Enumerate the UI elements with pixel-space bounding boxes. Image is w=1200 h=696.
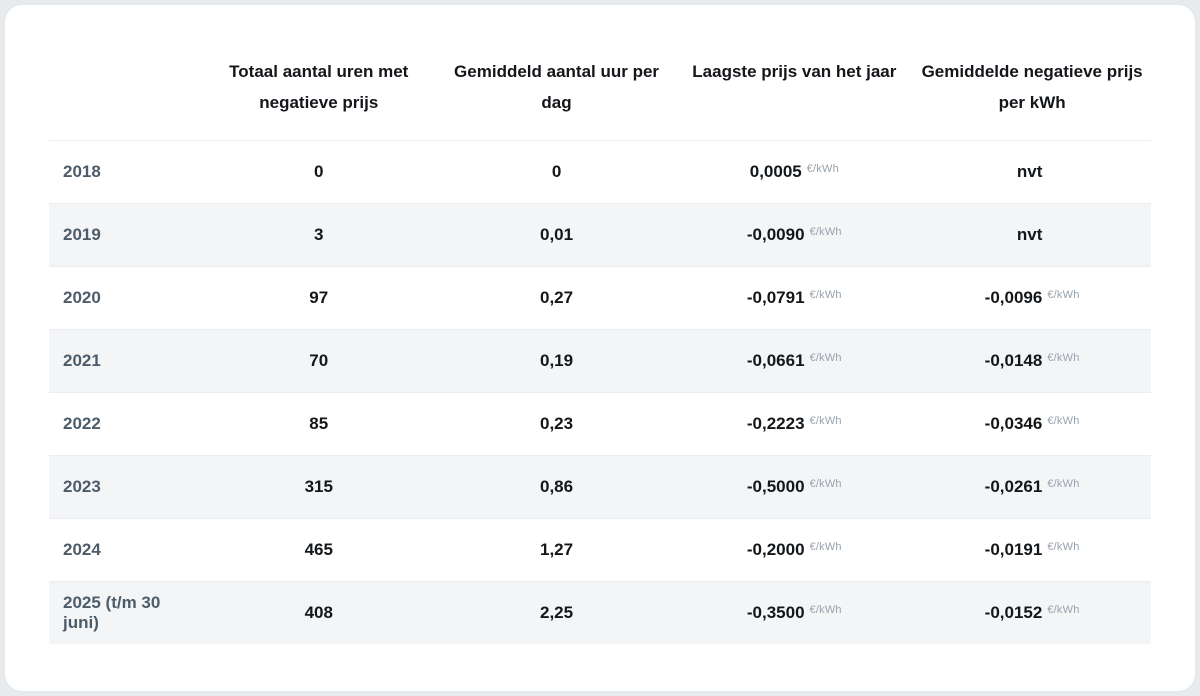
year-label: 2023 <box>63 477 101 496</box>
table-row: 2021 70 0,19 -0,0661 €/kWh -0,0148 €/kWh <box>49 329 1151 392</box>
price-unit-label: €/kWh <box>809 289 842 301</box>
lowest-price-cell: 0,0005 €/kWh <box>675 162 913 182</box>
avg-negative-price-cell: -0,0261 €/kWh <box>913 477 1151 497</box>
avg-negative-price-value: -0,0152 <box>984 603 1043 622</box>
column-header-total-hours: Totaal aantal uren met negatieve prijs <box>229 62 409 112</box>
year-label: 2024 <box>63 540 101 559</box>
avg-hours-day-value: 0,27 <box>540 288 574 307</box>
price-unit-label: €/kWh <box>809 415 842 427</box>
price-unit-label: €/kWh <box>1047 541 1080 553</box>
year-label: 2022 <box>63 414 101 433</box>
lowest-price-cell: -0,0090 €/kWh <box>675 225 913 245</box>
avg-negative-price-cell: nvt <box>913 162 1151 182</box>
negative-price-table: Totaal aantal uren met negatieve prijs G… <box>49 5 1151 644</box>
total-hours-value: 3 <box>314 225 324 244</box>
table-card: Totaal aantal uren met negatieve prijs G… <box>4 4 1196 692</box>
total-hours-value: 465 <box>304 540 333 559</box>
total-hours-value: 0 <box>314 162 324 181</box>
table-row: 2023 315 0,86 -0,5000 €/kWh -0,0261 €/kWh <box>49 455 1151 518</box>
table-row: 2025 (t/m 30 juni) 408 2,25 -0,3500 €/kWh… <box>49 581 1151 644</box>
total-hours-value: 70 <box>309 351 329 370</box>
avg-negative-price-cell: -0,0096 €/kWh <box>913 288 1151 308</box>
lowest-price-value: -0,2000 <box>746 540 805 559</box>
avg-hours-day-value: 0,01 <box>540 225 574 244</box>
column-header-avg-negative-price: Gemiddelde negatieve prijs per kWh <box>921 62 1143 112</box>
year-label: 2019 <box>63 225 101 244</box>
table-row: 2019 3 0,01 -0,0090 €/kWh nvt <box>49 203 1151 266</box>
avg-negative-price-value: -0,0191 <box>984 540 1043 559</box>
lowest-price-value: 0,0005 <box>749 162 802 181</box>
year-label: 2018 <box>63 162 101 181</box>
avg-negative-price-value: -0,0261 <box>984 477 1043 496</box>
price-unit-label: €/kWh <box>1047 352 1080 364</box>
year-label: 2020 <box>63 288 101 307</box>
avg-hours-day-value: 0 <box>551 162 562 181</box>
avg-hours-day-value: 0,86 <box>540 477 574 496</box>
price-unit-label: €/kWh <box>1047 415 1080 427</box>
table-row: 2018 0 0 0,0005 €/kWh nvt <box>49 140 1151 203</box>
avg-negative-price-value: -0,0096 <box>984 288 1043 307</box>
avg-hours-day-value: 2,25 <box>540 603 574 622</box>
year-label: 2021 <box>63 351 101 370</box>
table-row: 2024 465 1,27 -0,2000 €/kWh -0,0191 €/kWh <box>49 518 1151 581</box>
avg-negative-price-value: -0,0346 <box>984 414 1043 433</box>
column-header-lowest-price: Laagste prijs van het jaar <box>692 62 897 81</box>
lowest-price-value: -0,0791 <box>746 288 805 307</box>
total-hours-value: 85 <box>309 414 329 433</box>
price-unit-label: €/kWh <box>806 163 839 175</box>
price-unit-label: €/kWh <box>809 226 842 238</box>
avg-hours-day-value: 0,19 <box>540 351 574 370</box>
table-row: 2022 85 0,23 -0,2223 €/kWh -0,0346 €/kWh <box>49 392 1151 455</box>
avg-negative-price-cell: -0,0346 €/kWh <box>913 414 1151 434</box>
lowest-price-cell: -0,0791 €/kWh <box>675 288 913 308</box>
avg-negative-price-value: -0,0148 <box>984 351 1043 370</box>
price-unit-label: €/kWh <box>1047 289 1080 301</box>
avg-hours-day-value: 1,27 <box>540 540 574 559</box>
total-hours-value: 408 <box>304 603 333 622</box>
avg-negative-price-cell: -0,0148 €/kWh <box>913 351 1151 371</box>
lowest-price-cell: -0,3500 €/kWh <box>675 603 913 623</box>
lowest-price-value: -0,5000 <box>746 477 805 496</box>
avg-negative-price-value: nvt <box>1016 162 1043 181</box>
column-header-avg-hours-day: Gemiddeld aantal uur per dag <box>454 62 660 112</box>
price-unit-label: €/kWh <box>809 604 842 616</box>
table-header-row: Totaal aantal uren met negatieve prijs G… <box>49 5 1151 140</box>
price-unit-label: €/kWh <box>809 478 842 490</box>
avg-hours-day-value: 0,23 <box>540 414 574 433</box>
price-unit-label: €/kWh <box>1047 478 1080 490</box>
avg-negative-price-value: nvt <box>1016 225 1043 244</box>
column-header-year <box>49 56 200 118</box>
year-label: 2025 (t/m 30 juni) <box>63 593 161 632</box>
lowest-price-value: -0,3500 <box>746 603 805 622</box>
price-unit-label: €/kWh <box>809 352 842 364</box>
lowest-price-cell: -0,5000 €/kWh <box>675 477 913 497</box>
lowest-price-cell: -0,2000 €/kWh <box>675 540 913 560</box>
lowest-price-value: -0,0661 <box>746 351 805 370</box>
lowest-price-cell: -0,0661 €/kWh <box>675 351 913 371</box>
lowest-price-cell: -0,2223 €/kWh <box>675 414 913 434</box>
lowest-price-value: -0,0090 <box>746 225 805 244</box>
avg-negative-price-cell: -0,0191 €/kWh <box>913 540 1151 560</box>
table-row: 2020 97 0,27 -0,0791 €/kWh -0,0096 €/kWh <box>49 266 1151 329</box>
lowest-price-value: -0,2223 <box>746 414 805 433</box>
total-hours-value: 315 <box>304 477 333 496</box>
avg-negative-price-cell: -0,0152 €/kWh <box>913 603 1151 623</box>
total-hours-value: 97 <box>309 288 329 307</box>
price-unit-label: €/kWh <box>809 541 842 553</box>
avg-negative-price-cell: nvt <box>913 225 1151 245</box>
price-unit-label: €/kWh <box>1047 604 1080 616</box>
